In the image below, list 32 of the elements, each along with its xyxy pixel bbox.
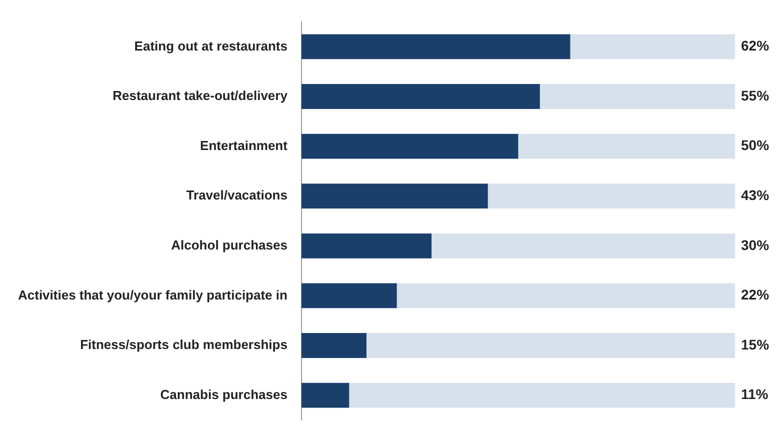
y-tick-label: Restaurant take-out/delivery (112, 88, 288, 104)
bar (301, 283, 397, 308)
data-label: 55% (741, 87, 770, 104)
bar (518, 134, 735, 159)
data-label: 22% (741, 286, 770, 303)
bar (366, 333, 735, 358)
bar (301, 184, 488, 209)
bar (301, 382, 350, 408)
bar (396, 283, 735, 308)
bar (349, 382, 735, 408)
bar (301, 34, 570, 60)
y-tick-label: Alcohol purchases (171, 237, 288, 252)
bar (301, 233, 432, 258)
data-label: 15% (741, 336, 770, 352)
bar (301, 333, 366, 358)
bar (301, 84, 540, 109)
data-label: 50% (741, 137, 770, 154)
bar (432, 233, 735, 258)
bar (488, 184, 735, 209)
y-tick-label: Activities that you/your family participate in (18, 287, 288, 302)
bar (570, 34, 735, 60)
y-tick-label: Travel/vacations (186, 188, 288, 203)
y-tick-label: Fitness/sports club memberships (80, 337, 288, 352)
bar (301, 134, 518, 159)
data-label: 43% (741, 186, 770, 203)
data-label: 11% (741, 386, 769, 402)
y-tick-label: Eating out at restaurants (134, 38, 288, 54)
data-label: 62% (741, 38, 770, 54)
bar (540, 84, 735, 109)
data-label: 30% (741, 236, 770, 253)
y-tick-label: Cannabis purchases (160, 386, 288, 402)
y-tick-label: Entertainment (200, 138, 288, 153)
